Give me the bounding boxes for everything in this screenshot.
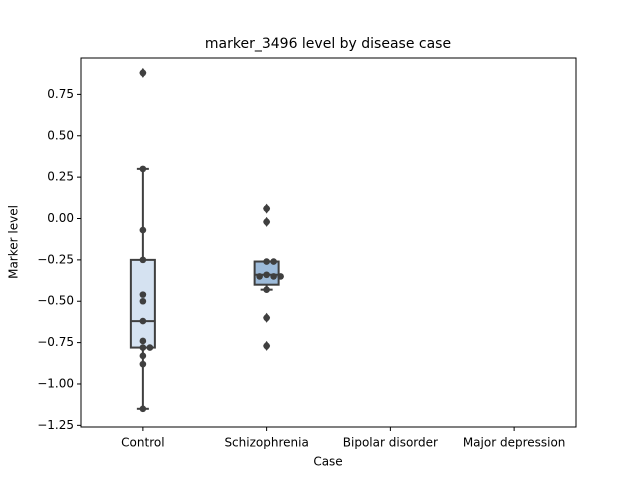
- swarm-point: [139, 256, 147, 264]
- swarm-point: [146, 344, 154, 351]
- y-tick-label: −0.75: [37, 335, 74, 349]
- x-tick-label: Major depression: [463, 436, 566, 450]
- swarm-point: [139, 226, 147, 234]
- swarm-point: [139, 337, 147, 345]
- swarm-point: [139, 297, 147, 305]
- swarm-point: [263, 342, 270, 350]
- y-tick-label: 0.75: [47, 87, 74, 101]
- swarm-point: [263, 205, 270, 212]
- swarm-point: [139, 344, 147, 351]
- y-tick-label: 0.50: [47, 128, 74, 142]
- swarm-point: [139, 352, 147, 360]
- swarm-point: [256, 273, 263, 280]
- plot-frame: [80, 57, 577, 428]
- swarm-point: [263, 286, 270, 293]
- swarm-point: [139, 165, 147, 173]
- swarm-point: [263, 258, 270, 265]
- chart-title: marker_3496 level by disease case: [205, 36, 451, 52]
- y-tick-label: 0.00: [47, 211, 74, 225]
- x-tick-label: Schizophrenia: [224, 436, 308, 450]
- swarm-point: [263, 314, 270, 322]
- swarm-point: [270, 258, 277, 265]
- swarm-point: [139, 317, 147, 325]
- x-tick-label: Control: [121, 436, 164, 450]
- swarm-point: [139, 69, 147, 77]
- swarm-point: [270, 273, 277, 280]
- y-tick-label: 0.25: [47, 170, 74, 184]
- swarm-point: [277, 273, 284, 280]
- x-tick-label: Bipolar disorder: [343, 436, 438, 450]
- x-axis-label: Case: [313, 455, 342, 469]
- swarm-point: [139, 291, 147, 298]
- y-tick-label: −0.25: [37, 252, 74, 266]
- swarm-point: [139, 360, 147, 368]
- swarm-point: [263, 271, 270, 279]
- y-tick-label: −1.25: [37, 418, 74, 432]
- y-tick-label: −0.50: [37, 294, 74, 308]
- swarm-point: [263, 218, 270, 226]
- swarm-point: [139, 405, 147, 413]
- y-tick-label: −1.00: [37, 376, 74, 390]
- y-axis-label: Marker level: [7, 205, 21, 279]
